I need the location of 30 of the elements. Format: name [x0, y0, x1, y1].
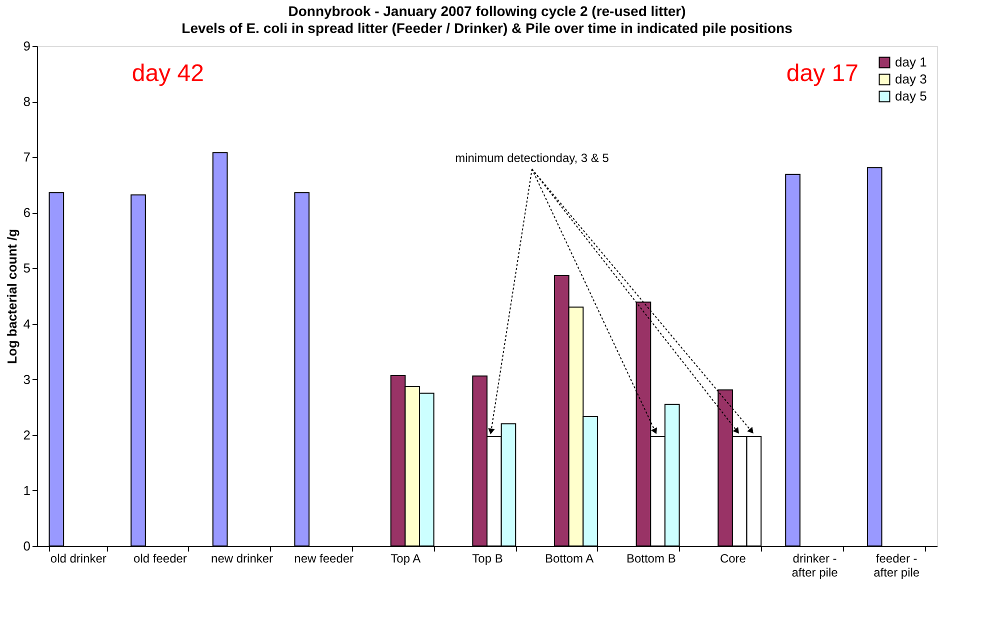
y-tick-label: 5 [23, 260, 30, 276]
annotation: day 42 [132, 60, 204, 87]
x-tick-label: new drinker [211, 552, 274, 566]
y-tick-label: 1 [23, 482, 30, 498]
legend-label: day 5 [895, 88, 927, 104]
y-tick-label: 8 [23, 94, 30, 110]
x-tick-label: Core [720, 552, 746, 566]
y-tick-label: 9 [23, 38, 30, 54]
x-tick-label: new feeder [294, 552, 354, 566]
x-tick-label: old feeder [134, 552, 187, 566]
x-tick-label: old drinker [50, 552, 106, 566]
x-tick-label: Bottom B [626, 552, 676, 566]
y-tick-label: 7 [23, 150, 30, 165]
x-tick-label: feeder - after pile [874, 552, 920, 580]
y-tick-label: 3 [23, 372, 30, 387]
y-tick-label: 2 [23, 427, 30, 442]
x-tick-label: Top A [390, 552, 421, 566]
y-tick-label: 4 [23, 316, 30, 332]
y-tick-label: 6 [23, 205, 30, 220]
annotation: day 17 [786, 60, 858, 87]
annotation: minimum detectionday, 3 & 5 [455, 151, 610, 166]
legend-label: day 3 [895, 72, 927, 86]
x-tick-label: drinker - after pile [792, 552, 838, 580]
chart-title: Donnybrook - January 2007 following cycle 2 (re-used litter) [288, 3, 686, 19]
y-tick-label: 0 [23, 538, 30, 554]
y-axis-title: Log bacterial count /g [4, 228, 20, 364]
legend-label: day 1 [895, 54, 927, 70]
x-tick-label: Bottom A [544, 552, 594, 566]
x-tick-label: Top B [472, 552, 503, 566]
chart-subtitle: Levels of E. coli in spread litter (Feeder / Drinker) & Pile over time in indicated pile positions [182, 20, 793, 36]
